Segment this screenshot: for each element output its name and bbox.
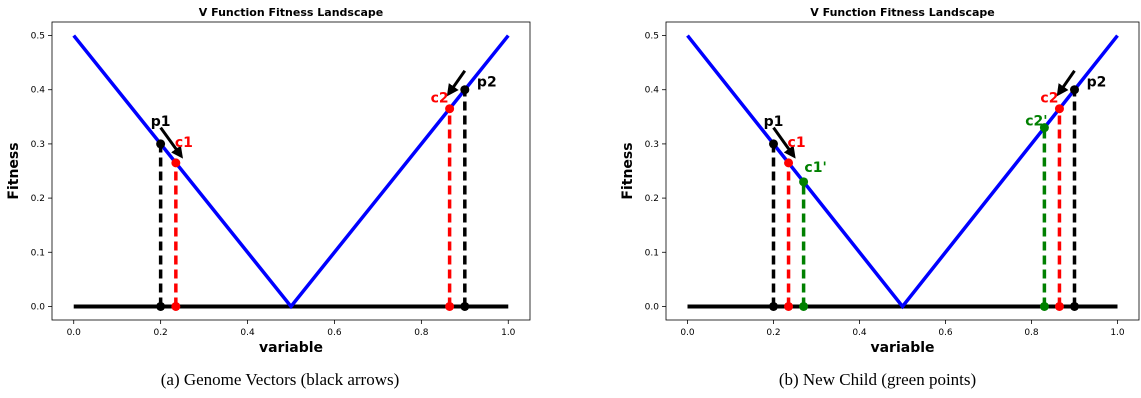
base-point-p2: [1070, 301, 1079, 311]
x-tick-label: 0.6: [327, 328, 342, 338]
point-label-c2: c2: [1040, 91, 1058, 107]
chart-panel-b: V Function Fitness Landscape 0.0 0.2 0.4 0.6…: [614, 0, 1141, 398]
base-point-c2: [445, 301, 455, 311]
x-tick-label: 0.4: [852, 328, 867, 338]
v-function-line: [72, 34, 510, 310]
point-label-c2: c2: [431, 91, 449, 107]
base-point-p1: [156, 301, 166, 311]
point-p2: [460, 85, 470, 95]
x-tick-label: 0.2: [766, 328, 780, 338]
base-point-c1: [171, 301, 181, 311]
point-c1: [784, 158, 794, 168]
base-point-c1: [784, 301, 794, 311]
y-tick-label: 0.4: [645, 86, 660, 96]
point-c1': [799, 177, 809, 187]
y-tick-label: 0.5: [31, 32, 45, 42]
chart-b: V Function Fitness Landscape 0.0 0.2 0.4 0.6…: [620, 6, 1140, 356]
chart-title: V Function Fitness Landscape: [199, 6, 383, 19]
base-point-p1: [769, 301, 778, 311]
genome-arrow: [159, 126, 184, 159]
y-tick-label: 0.2: [31, 194, 45, 204]
caption-a: (a) Genome Vectors (black arrows): [160, 370, 400, 389]
point-p1: [156, 139, 166, 149]
point-label-p2: p2: [477, 75, 497, 91]
base-point-c2': [1039, 301, 1049, 311]
x-tick-label: 0.0: [680, 328, 695, 338]
x-tick-label: 0.2: [153, 328, 167, 338]
y-tick-label: 0.3: [645, 140, 659, 150]
point-label-c1: c1: [788, 135, 806, 151]
y-axis-label: Fitness: [6, 142, 22, 199]
point-c2: [1054, 104, 1064, 114]
caption-b: (b) New Child (green points): [778, 370, 977, 389]
x-axis-label: variable: [870, 340, 934, 356]
y-axis-label: Fitness: [620, 142, 636, 199]
x-tick-label: 0.4: [240, 328, 255, 338]
genome-arrow: [772, 126, 796, 159]
x-axis-label: variable: [259, 340, 323, 356]
point-c2': [1039, 123, 1049, 133]
genome-arrow: [446, 69, 467, 97]
x-tick-label: 1.0: [501, 328, 516, 338]
plot-frame: [665, 21, 1140, 321]
chart-a: V Function Fitness Landscape 0.0 0.2 0.4 0.6…: [6, 6, 531, 356]
point-p1: [769, 139, 778, 149]
y-tick-label: 0.1: [645, 248, 659, 258]
chart-panel-a: V Function Fitness Landscape 0.0 0.2 0.4 0.6…: [0, 0, 560, 398]
base-point-c1': [799, 301, 809, 311]
point-c1: [171, 158, 181, 168]
y-tick-label: 0.1: [31, 248, 45, 258]
y-tick-label: 0.0: [31, 302, 46, 312]
y-tick-label: 0.5: [645, 32, 659, 42]
base-point-c2: [1054, 301, 1064, 311]
plot-frame: [51, 21, 531, 321]
y-tick-label: 0.2: [645, 194, 659, 204]
point-label-c1prime: c1': [804, 160, 826, 176]
point-label-c2prime: c2': [1025, 114, 1047, 130]
point-label-c1: c1: [175, 135, 193, 151]
point-c2: [445, 104, 455, 114]
y-tick-label: 0.4: [31, 86, 46, 96]
x-tick-label: 0.8: [1024, 328, 1039, 338]
genome-arrow: [1056, 69, 1076, 97]
point-label-p1: p1: [764, 114, 784, 130]
x-tick-label: 1.0: [1110, 328, 1125, 338]
x-tick-label: 0.8: [414, 328, 429, 338]
x-tick-label: 0.6: [938, 328, 953, 338]
v-function-line: [686, 34, 1119, 310]
point-label-p2: p2: [1087, 75, 1107, 91]
chart-title: V Function Fitness Landscape: [810, 6, 994, 19]
x-tick-label: 0.0: [67, 328, 82, 338]
base-point-p2: [460, 301, 470, 311]
y-tick-label: 0.0: [645, 302, 660, 312]
point-label-p1: p1: [151, 114, 171, 130]
point-p2: [1070, 85, 1079, 95]
y-tick-label: 0.3: [31, 140, 45, 150]
